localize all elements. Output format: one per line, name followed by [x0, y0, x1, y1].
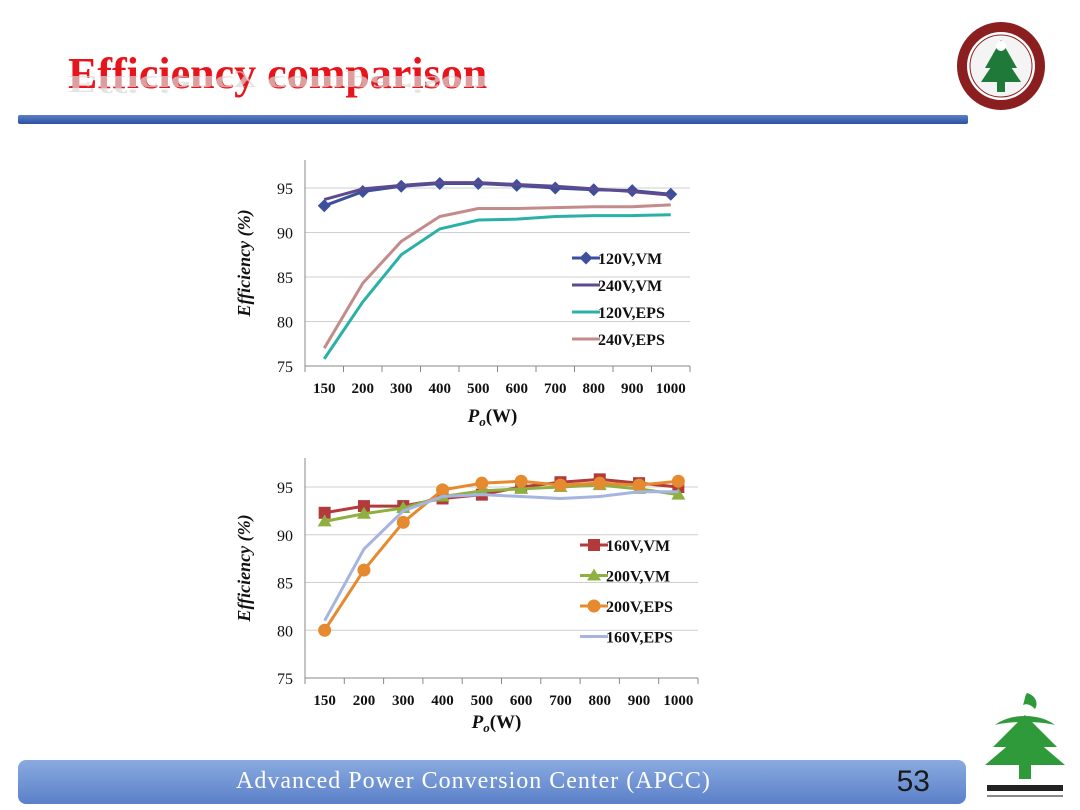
title-area: Efficiency comparison Efficiency compari… — [68, 49, 488, 98]
university-seal-logo — [957, 22, 1045, 110]
data-point — [356, 506, 371, 519]
legend-label: 200V,VM — [606, 569, 670, 586]
y-tick-label: 85 — [277, 270, 293, 287]
legend-label: 120V,EPS — [598, 305, 665, 322]
data-point — [514, 474, 528, 488]
legend-marker — [587, 599, 601, 613]
data-point — [436, 483, 450, 497]
data-point — [671, 474, 685, 488]
x-tick-label: 1000 — [656, 381, 686, 397]
x-tick-label: 500 — [471, 693, 494, 709]
slide-title: Efficiency comparison — [68, 49, 488, 98]
x-tick-label: 500 — [467, 381, 490, 397]
data-point — [357, 500, 370, 513]
x-tick-label: 800 — [583, 381, 606, 397]
x-tick-label: 700 — [549, 693, 572, 709]
x-tick-label: 300 — [390, 381, 413, 397]
y-tick-label: 75 — [277, 671, 293, 688]
y-tick-label: 95 — [277, 480, 293, 497]
x-tick-label: 900 — [621, 381, 644, 397]
legend-marker — [579, 251, 593, 265]
x-tick-label: 400 — [431, 693, 454, 709]
x-tick-label: 300 — [392, 693, 415, 709]
data-point — [474, 483, 489, 496]
data-point — [632, 478, 646, 492]
x-tick-label: 400 — [429, 381, 452, 397]
data-point — [553, 478, 567, 492]
legend-label: 160V,EPS — [606, 630, 673, 647]
series-line-200V,EPS — [323, 479, 679, 632]
y-axis-label: Efficiency (%) — [234, 209, 255, 317]
y-tick-label: 95 — [277, 181, 293, 198]
series-line-200V,VM — [324, 483, 679, 523]
data-point — [593, 476, 607, 490]
y-axis-label: Efficiency (%) — [234, 514, 255, 622]
x-axis-label: Po(W) — [471, 712, 522, 735]
x-tick-label: 200 — [352, 381, 375, 397]
x-tick-label: 900 — [628, 693, 651, 709]
x-tick-label: 600 — [510, 693, 533, 709]
data-point — [317, 514, 332, 527]
y-tick-label: 90 — [277, 226, 293, 243]
legend-marker — [588, 539, 600, 551]
footer-text: Advanced Power Conversion Center (APCC) — [236, 768, 711, 794]
data-point — [396, 515, 410, 529]
series-line-240V,EPS — [322, 203, 671, 349]
page-number: 53 — [896, 765, 930, 798]
data-point — [671, 487, 686, 500]
series-line-160V,EPS — [323, 490, 679, 622]
data-point — [317, 199, 331, 213]
legend-label: 240V,VM — [598, 278, 662, 295]
x-tick-label: 1000 — [663, 693, 693, 709]
y-tick-label: 85 — [277, 576, 293, 593]
legend-label: 240V,EPS — [598, 332, 665, 349]
legend-label: 120V,VM — [598, 251, 662, 268]
x-tick-label: 600 — [506, 381, 529, 397]
y-tick-label: 90 — [277, 528, 293, 545]
data-point — [318, 506, 331, 519]
legend-label: 160V,VM — [606, 538, 670, 555]
x-tick-label: 150 — [313, 381, 336, 397]
x-tick-label: 700 — [544, 381, 567, 397]
data-point — [357, 563, 371, 577]
x-tick-label: 150 — [313, 693, 336, 709]
y-tick-label: 80 — [277, 315, 293, 332]
y-tick-label: 75 — [277, 359, 293, 376]
university-tree-logo — [983, 693, 1067, 797]
series-line-120V,EPS — [323, 213, 671, 360]
x-axis-label: Po(W) — [467, 406, 518, 429]
footer-bar: Advanced Power Conversion Center (APCC) … — [18, 760, 966, 804]
x-tick-label: 200 — [353, 693, 376, 709]
data-point — [318, 623, 332, 637]
x-tick-label: 800 — [589, 693, 612, 709]
legend-marker — [587, 568, 601, 581]
data-point — [514, 481, 529, 494]
y-tick-label: 80 — [277, 623, 293, 640]
series-line-240V,VM — [323, 181, 671, 202]
title-underline-bar — [18, 115, 968, 124]
data-point — [475, 476, 489, 490]
legend-label: 200V,EPS — [606, 599, 673, 616]
